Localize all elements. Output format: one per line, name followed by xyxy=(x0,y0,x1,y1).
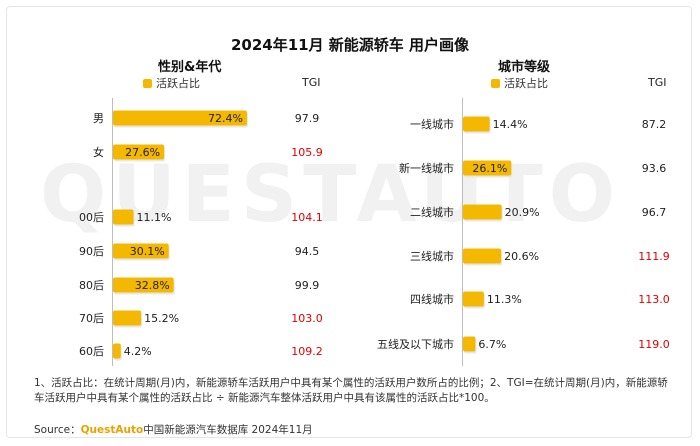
page-title: 2024年11月 新能源轿车 用户画像 xyxy=(230,36,470,54)
value-label: 4.2% xyxy=(124,345,152,358)
tgi-value: 111.9 xyxy=(638,250,670,263)
value-label: 72.4% xyxy=(208,112,243,125)
value-label: 11.1% xyxy=(137,211,172,224)
category-label: 男 xyxy=(93,112,104,125)
tgi-value: 97.9 xyxy=(295,112,320,125)
category-label: 一线城市 xyxy=(410,117,454,131)
tgi-value: 94.5 xyxy=(295,245,320,258)
chart-frame xyxy=(6,6,692,438)
tgi-value: 96.7 xyxy=(642,206,667,219)
source-text: 中国新能源汽车数据库 2024年11月 xyxy=(143,424,313,436)
watermark: QUESTAUTO xyxy=(40,150,622,240)
tgi-value: 113.0 xyxy=(638,293,670,306)
value-label: 26.1% xyxy=(472,162,507,175)
tgi-value: 105.9 xyxy=(291,146,323,159)
tgi-value: 99.9 xyxy=(295,279,320,292)
bar xyxy=(463,336,476,352)
tgi-value: 119.0 xyxy=(638,338,670,351)
legend-swatch xyxy=(143,78,152,88)
value-label: 32.8% xyxy=(135,279,170,292)
value-label: 15.2% xyxy=(144,312,179,325)
bar xyxy=(113,243,169,259)
bar xyxy=(113,343,121,359)
bar xyxy=(113,310,142,326)
category-label: 00后 xyxy=(79,211,104,224)
value-label: 27.6% xyxy=(125,146,160,159)
bar xyxy=(463,204,502,220)
bar xyxy=(113,209,134,225)
bar xyxy=(463,116,490,132)
category-label: 三线城市 xyxy=(410,249,454,263)
legend-label: 活跃占比 xyxy=(504,77,548,90)
bar xyxy=(113,277,174,293)
category-label: 60后 xyxy=(79,345,104,358)
legend-swatch xyxy=(491,78,500,88)
source-brand: QuestAuto xyxy=(80,424,144,436)
category-label: 五线及以下城市 xyxy=(377,337,454,351)
value-label: 6.7% xyxy=(478,338,506,351)
legend-label: 活跃占比 xyxy=(156,77,200,90)
category-label: 二线城市 xyxy=(410,205,454,219)
tgi-value: 103.0 xyxy=(291,312,323,325)
bar xyxy=(113,110,247,126)
value-label: 14.4% xyxy=(493,118,528,131)
bar xyxy=(113,144,165,160)
axis-line-left xyxy=(112,98,113,366)
legend-gender-age: 活跃占比 xyxy=(143,75,200,91)
panel-title-city-tier: 城市等级 xyxy=(498,60,551,75)
tgi-value: 93.6 xyxy=(642,162,667,175)
category-label: 80后 xyxy=(79,279,104,292)
value-label: 20.6% xyxy=(504,250,539,263)
category-label: 四线城市 xyxy=(410,292,454,306)
tgi-value: 87.2 xyxy=(642,118,667,131)
category-label: 女 xyxy=(93,145,104,159)
bar xyxy=(463,160,512,176)
category-label: 新一线城市 xyxy=(399,161,454,175)
legend-city-tier: 活跃占比 xyxy=(491,75,548,91)
value-label: 11.3% xyxy=(487,293,522,306)
source-label: Source： xyxy=(34,424,81,436)
tgi-value: 104.1 xyxy=(291,211,323,224)
panel-title-gender-age: 性别&年代 xyxy=(158,60,222,75)
value-label: 20.9% xyxy=(505,206,540,219)
tgi-header-right: TGI xyxy=(648,76,667,89)
bar xyxy=(463,248,502,264)
category-label: 90后 xyxy=(79,245,104,258)
axis-line-right xyxy=(462,98,463,366)
bar xyxy=(463,291,484,307)
category-label: 70后 xyxy=(79,312,104,325)
source-line: Source：QuestAuto中国新能源汽车数据库 2024年11月 xyxy=(34,422,313,437)
value-label: 30.1% xyxy=(130,245,165,258)
footnote: 1、活跃占比：在统计周期(月)内，新能源轿车活跃用户中具有某个属性的活跃用户数所… xyxy=(34,377,668,404)
tgi-value: 109.2 xyxy=(291,345,323,358)
tgi-header-left: TGI xyxy=(302,76,321,89)
